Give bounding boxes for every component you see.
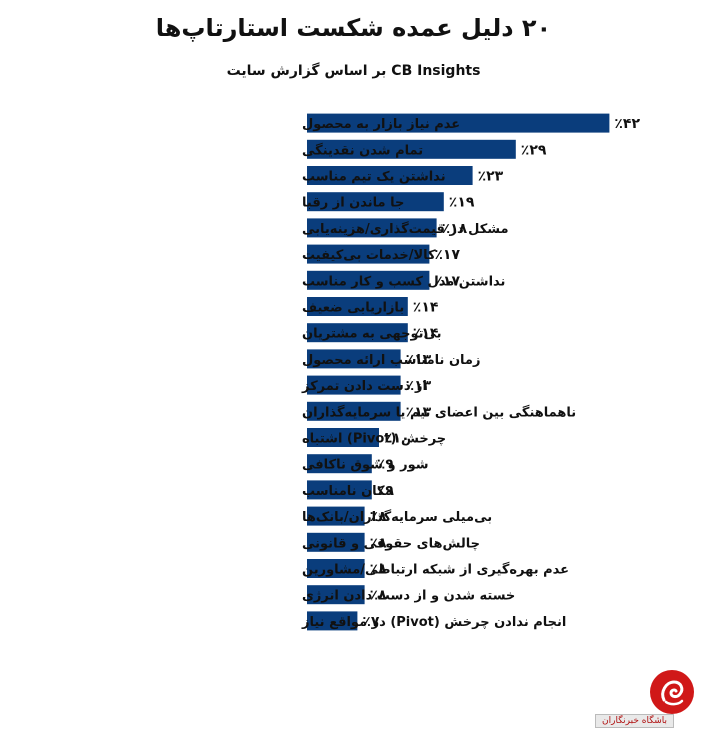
value-label: ٪۷ bbox=[362, 614, 380, 630]
category-label: ناهماهنگی بین اعضای تیم یا سرمایه‌گذاران bbox=[302, 404, 576, 420]
value-label: ٪۱۰ bbox=[384, 431, 410, 447]
bar bbox=[307, 297, 408, 316]
category-label: از دست دادن تمرکز bbox=[301, 379, 427, 394]
category-label: مکان نامناسب bbox=[302, 484, 393, 499]
value-label: ٪۲۹ bbox=[521, 142, 547, 158]
category-label: نداشتن یک تیم مناسب bbox=[302, 170, 446, 185]
bar bbox=[307, 428, 379, 447]
bar bbox=[307, 611, 358, 631]
category-label: عدم نیاز بازار به محصول bbox=[302, 117, 460, 132]
bar bbox=[307, 375, 401, 395]
value-label: ٪۱۳ bbox=[406, 404, 432, 420]
category-label: خسته شدن و از دست دادن انرژی bbox=[302, 589, 515, 604]
bar bbox=[307, 323, 408, 343]
value-label: ٪۱۷ bbox=[434, 273, 460, 289]
value-label: ٪۹ bbox=[377, 483, 395, 499]
value-label: ٪۸ bbox=[370, 588, 388, 604]
value-label: ٪۱۴ bbox=[413, 326, 439, 342]
category-label: بی‌میلی سرمایه‌گذاران/بانک‌ها bbox=[302, 509, 492, 525]
category-label: چرخش (Pivot) اشتباه bbox=[302, 432, 446, 447]
bar bbox=[307, 166, 473, 185]
value-label: ٪۱۷ bbox=[434, 247, 460, 263]
bar bbox=[307, 585, 365, 605]
category-label: شور و شوق ناکافی bbox=[302, 458, 429, 473]
bar bbox=[307, 139, 516, 159]
value-label: ٪۱۳ bbox=[406, 352, 432, 368]
bar bbox=[307, 506, 365, 526]
category-label: تمام شدن نقدینگی bbox=[302, 142, 423, 158]
bar bbox=[307, 192, 444, 212]
value-label: ٪۸ bbox=[370, 562, 388, 578]
value-label: ٪۹ bbox=[377, 457, 395, 473]
bar bbox=[307, 349, 401, 369]
bar bbox=[307, 244, 430, 264]
bar bbox=[307, 532, 365, 552]
value-label: ٪۱۹ bbox=[449, 195, 475, 211]
value-label: ٪۱۸ bbox=[442, 221, 468, 237]
bar bbox=[307, 454, 372, 474]
watermark: باشگاه خبرنگاران bbox=[586, 668, 696, 732]
category-label: چالش‌های حقوقی و قانونی bbox=[302, 536, 480, 551]
category-label: زمان نامناسب ارائه محصول bbox=[302, 353, 480, 368]
bar bbox=[307, 401, 401, 421]
category-label: نداشتن مدل کسب و کار مناسب bbox=[302, 274, 505, 289]
watermark-text: باشگاه خبرنگاران bbox=[595, 714, 674, 728]
category-label: بی‌توجهی به مشتریان bbox=[302, 327, 442, 342]
value-label: ٪۱۳ bbox=[406, 378, 432, 394]
bar bbox=[307, 270, 430, 290]
chart-subtitle: بر اساس گزارش سایت CB Insights bbox=[226, 63, 481, 79]
category-label: جا ماندن از رقبا bbox=[302, 196, 404, 211]
bar bbox=[307, 113, 610, 133]
bar bbox=[307, 559, 365, 578]
category-label: عدم بهره‌گیری از شبکه ارتباطی/مشاورین bbox=[302, 562, 569, 578]
category-label: مشکل در قیمت‌گذاری/هزینه‌یابی bbox=[302, 221, 509, 237]
chart-title: ۲۰ دلیل عمده شکست استارتاپ‌ها bbox=[155, 14, 552, 42]
value-label: ٪۸ bbox=[370, 535, 388, 551]
category-label: کالا/خدمات بی‌کیفیت bbox=[302, 248, 436, 263]
value-label: ٪۸ bbox=[370, 509, 388, 525]
bar bbox=[307, 480, 372, 500]
value-label: ٪۱۴ bbox=[413, 300, 439, 316]
bar bbox=[307, 218, 437, 238]
value-label: ٪۴۲ bbox=[614, 116, 640, 132]
category-label: انجام ندادن چرخش (Pivot) در مواقع نیاز bbox=[301, 615, 566, 630]
value-label: ٪۲۳ bbox=[478, 169, 504, 185]
category-label: بازاریابی ضعیف bbox=[302, 301, 404, 316]
news-agency-logo-icon bbox=[650, 670, 694, 714]
